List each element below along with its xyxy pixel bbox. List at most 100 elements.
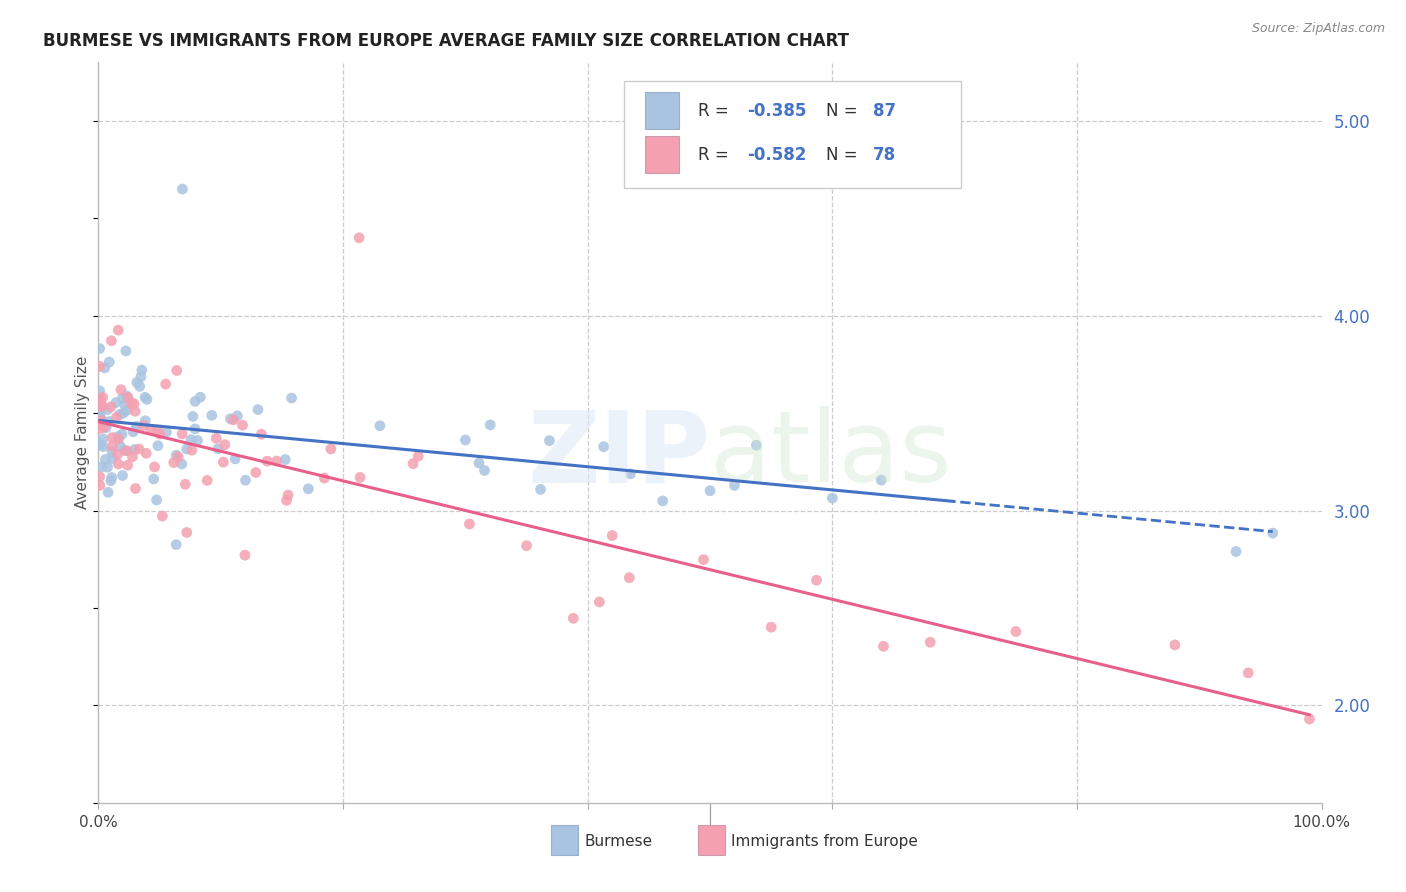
Point [458,516,481,531]
Point [207,442,229,456]
Point [592,440,614,454]
Point [280,391,302,405]
Point [222,413,245,427]
Point [101,470,124,484]
Point [184,422,207,436]
Point [90,460,112,475]
Point [90,411,112,425]
Point [89,469,111,483]
Point [277,488,299,502]
Point [121,450,143,464]
Point [98,355,121,369]
Point [96,402,118,417]
Point [219,412,242,426]
Point [136,392,159,407]
Point [314,471,336,485]
Text: -0.385: -0.385 [747,102,806,120]
Point [94,420,117,434]
Point [1298,712,1320,726]
Point [125,419,148,434]
Point [562,611,585,625]
Point [104,395,127,409]
Point [89,392,111,407]
Point [114,398,136,412]
Point [806,573,828,587]
FancyBboxPatch shape [697,825,724,855]
Point [166,363,188,377]
FancyBboxPatch shape [624,81,960,188]
Point [1237,665,1260,680]
Point [186,434,208,448]
Point [150,509,173,524]
Point [111,468,134,483]
Point [111,427,134,442]
Point [176,525,198,540]
Point [319,442,342,456]
Point [245,466,267,480]
Point [205,431,228,445]
Point [176,442,198,456]
Point [91,390,114,404]
Text: N =: N = [827,102,863,120]
Point [89,478,111,492]
Point [538,434,561,448]
Point [165,448,187,462]
Point [90,400,112,414]
Text: 87: 87 [873,102,896,120]
Point [232,418,254,433]
Point [723,478,745,492]
Point [184,394,207,409]
Point [115,443,138,458]
Point [872,640,894,654]
Point [128,442,150,456]
Point [107,457,129,471]
Text: -0.582: -0.582 [747,146,806,164]
Point [870,473,893,487]
Point [135,446,157,460]
Point [468,456,491,470]
Point [155,425,177,439]
Point [146,439,169,453]
Point [699,483,721,498]
Point [89,437,111,451]
Point [101,445,124,459]
Point [180,433,202,447]
Point [226,409,249,423]
Point [188,390,211,404]
Point [139,423,162,437]
Point [155,377,177,392]
Point [122,425,145,439]
Point [1004,624,1026,639]
Point [124,442,146,457]
Point [124,482,146,496]
Point [170,457,193,471]
Point [276,493,298,508]
Point [146,423,169,437]
Point [233,548,256,562]
Point [115,403,138,417]
Point [1164,638,1187,652]
Point [266,454,288,468]
Point [246,402,269,417]
Point [117,458,139,473]
Point [172,182,194,196]
Text: R =: R = [697,102,734,120]
Point [212,455,235,469]
Point [651,494,673,508]
Point [274,452,297,467]
Point [117,391,139,405]
Point [600,528,623,542]
Text: N =: N = [827,146,863,164]
Point [619,467,641,481]
Point [143,459,166,474]
Point [588,595,610,609]
Point [89,406,111,420]
Point [108,407,131,421]
Point [124,404,146,418]
Point [115,343,138,358]
Point [214,438,236,452]
Point [100,334,122,348]
Y-axis label: Average Family Size: Average Family Size [75,356,90,509]
Text: Burmese: Burmese [583,834,652,849]
Point [402,457,425,471]
